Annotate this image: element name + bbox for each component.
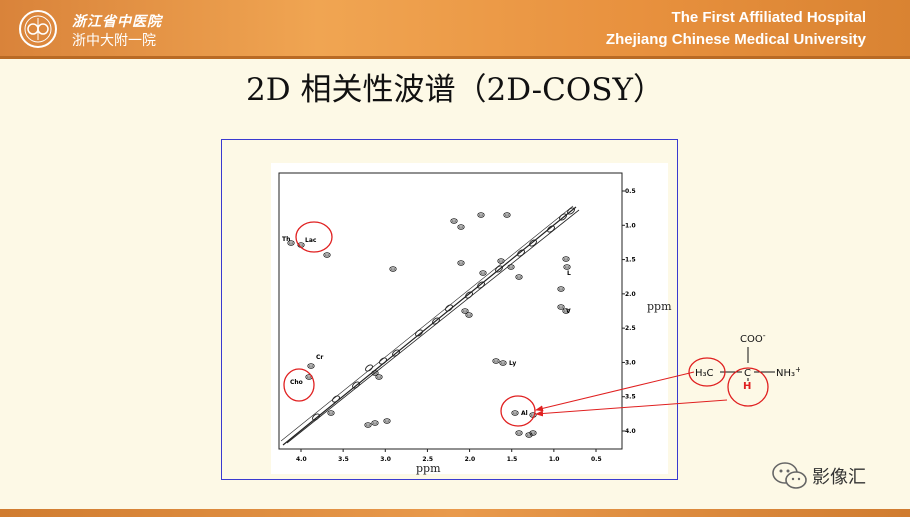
methyl-group: H₃C [695,368,714,379]
carboxylate-group: COO- [740,331,766,345]
y-tick-label: 1.5 [625,257,636,264]
x-tick-label: 2.0 [465,456,476,463]
y-tick-label: 3.0 [625,359,636,366]
footer-bar [0,509,910,517]
header-banner: 浙江省中医院 浙中大附一院 The First Affiliated Hospi… [0,0,910,56]
logo-text-cn-line2: 浙中大附一院 [72,33,156,49]
hospital-name-en-line2: Zhejiang Chinese Medical University [605,31,866,48]
x-tick-label: 3.0 [380,456,391,463]
y-tick-label: 2.5 [625,325,636,332]
x-tick-label: 2.5 [422,456,433,463]
y-tick-label: 0.5 [625,188,636,195]
arrow-from-alpha-h [535,399,728,417]
x-axis-label: ppm [416,462,441,475]
logo-text-cn-line1: 浙江省中医院 [72,14,162,30]
amine-group: NH₃+ [776,365,800,379]
cosy-spectrum: 4.0 3.5 3.0 2.5 2.0 1.5 1.0 0.5 0.5 1.0 1.5 2.0 2.5… [278,172,636,463]
highlight-cho [283,368,315,402]
label-v: V [566,308,571,315]
x-tick-label: 4.0 [296,456,307,463]
alpha-hydrogen: H [743,381,751,392]
peak-labels: Th Lac Cr Cho L V Ly Al [282,236,571,417]
slide-title: 2D 相关性波谱（2D-COSY） [246,72,664,108]
watermark-label: 影像汇 [812,467,866,488]
x-tick-label: 1.5 [507,456,518,463]
x-tick-label: 3.5 [338,456,349,463]
hospital-seal-icon [19,10,57,48]
spectrum-box [278,172,623,450]
alpha-carbon: C [744,368,751,379]
x-tick-label: 0.5 [591,456,602,463]
label-l: L [567,270,571,277]
highlight-circles [283,221,536,427]
label-thr: Th [282,236,290,243]
label-cr: Cr [316,354,323,361]
y-tick-label: 2.0 [625,291,636,298]
alanine-structure: COO- H₃C C NH₃+ H [688,331,800,407]
header-divider [0,56,910,59]
label-lac: Lac [305,237,317,244]
highlight-al [500,395,536,427]
x-tick-label: 1.0 [549,456,560,463]
y-axis-ticks: 0.5 1.0 1.5 2.0 2.5 3.0 3.5 4.0 [622,188,636,435]
y-axis-label: ppm [647,300,672,313]
highlight-methyl [688,357,726,387]
x-axis-ticks: 4.0 3.5 3.0 2.5 2.0 1.5 1.0 0.5 [296,449,602,463]
highlight-lac [295,221,333,253]
arrow-from-methyl [535,371,695,412]
wechat-icon [772,462,807,489]
y-tick-label: 1.0 [625,222,636,229]
diagonal-ridge [280,205,580,446]
y-tick-label: 4.0 [625,428,636,435]
label-al: Al [521,410,528,417]
hospital-name-en-line1: The First Affiliated Hospital [671,9,866,26]
cosy-spectrum-panel: 4.0 3.5 3.0 2.5 2.0 1.5 1.0 0.5 0.5 1.0 1.5 2.0 2.5… [271,163,668,474]
y-tick-label: 3.5 [625,394,636,401]
highlight-alpha-h [727,367,769,407]
label-ly: Ly [509,360,516,367]
label-cho: Cho [290,379,303,386]
